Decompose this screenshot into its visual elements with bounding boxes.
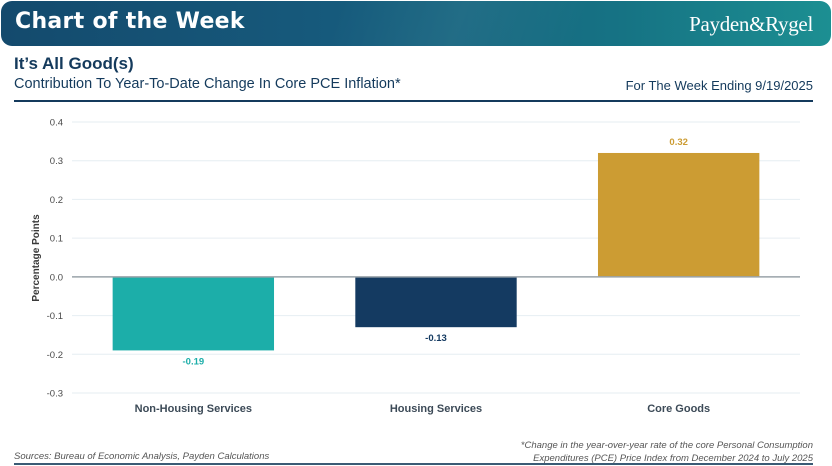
chart-headline: It’s All Good(s) [14,54,134,73]
footnote-line-2: Expenditures (PCE) Price Index from Dece… [533,453,813,464]
banner-title: Chart of the Week [15,9,245,34]
y-tick-label: -0.1 [47,311,63,322]
header-banner: Chart of the Week Payden&Rygel [1,1,831,46]
x-axis-categories: Non-Housing Services Housing Services Core… [135,403,710,415]
data-label: -0.19 [183,356,205,367]
bar [597,152,760,277]
bar [112,276,275,351]
x-category-label: Housing Services [390,403,482,415]
bar [355,276,517,328]
y-tick-label: -0.2 [47,350,63,361]
y-tick-label: -0.3 [47,389,63,400]
sources-note: Sources: Bureau of Economic Analysis, Pa… [14,451,270,462]
y-axis-ticks: 0.4 0.3 0.2 0.1 0.0 -0.1 -0.2 -0.3 [47,118,63,400]
data-label: 0.32 [669,137,688,148]
y-tick-label: 0.0 [50,272,63,283]
data-labels: -0.19 -0.13 0.32 [183,137,688,367]
footer-divider [14,463,813,465]
y-tick-label: 0.1 [50,234,63,245]
bars [112,152,760,351]
week-ending-date: For The Week Ending 9/19/2025 [625,78,813,93]
footnote: *Change in the year-over-year rate of th… [521,439,813,465]
y-tick-label: 0.3 [50,156,63,167]
data-label: -0.13 [425,333,447,344]
chart-subtitle: Contribution To Year-To-Date Change In C… [14,76,401,92]
y-tick-label: 0.2 [50,195,63,206]
x-category-label: Non-Housing Services [135,403,252,415]
footnote-line-1: *Change in the year-over-year rate of th… [520,440,813,451]
y-tick-label: 0.4 [50,118,63,129]
header-divider [14,100,813,102]
x-category-label: Core Goods [647,403,710,415]
y-axis-title: Percentage Points [31,214,42,302]
brand-logo: Payden&Rygel [689,12,813,36]
